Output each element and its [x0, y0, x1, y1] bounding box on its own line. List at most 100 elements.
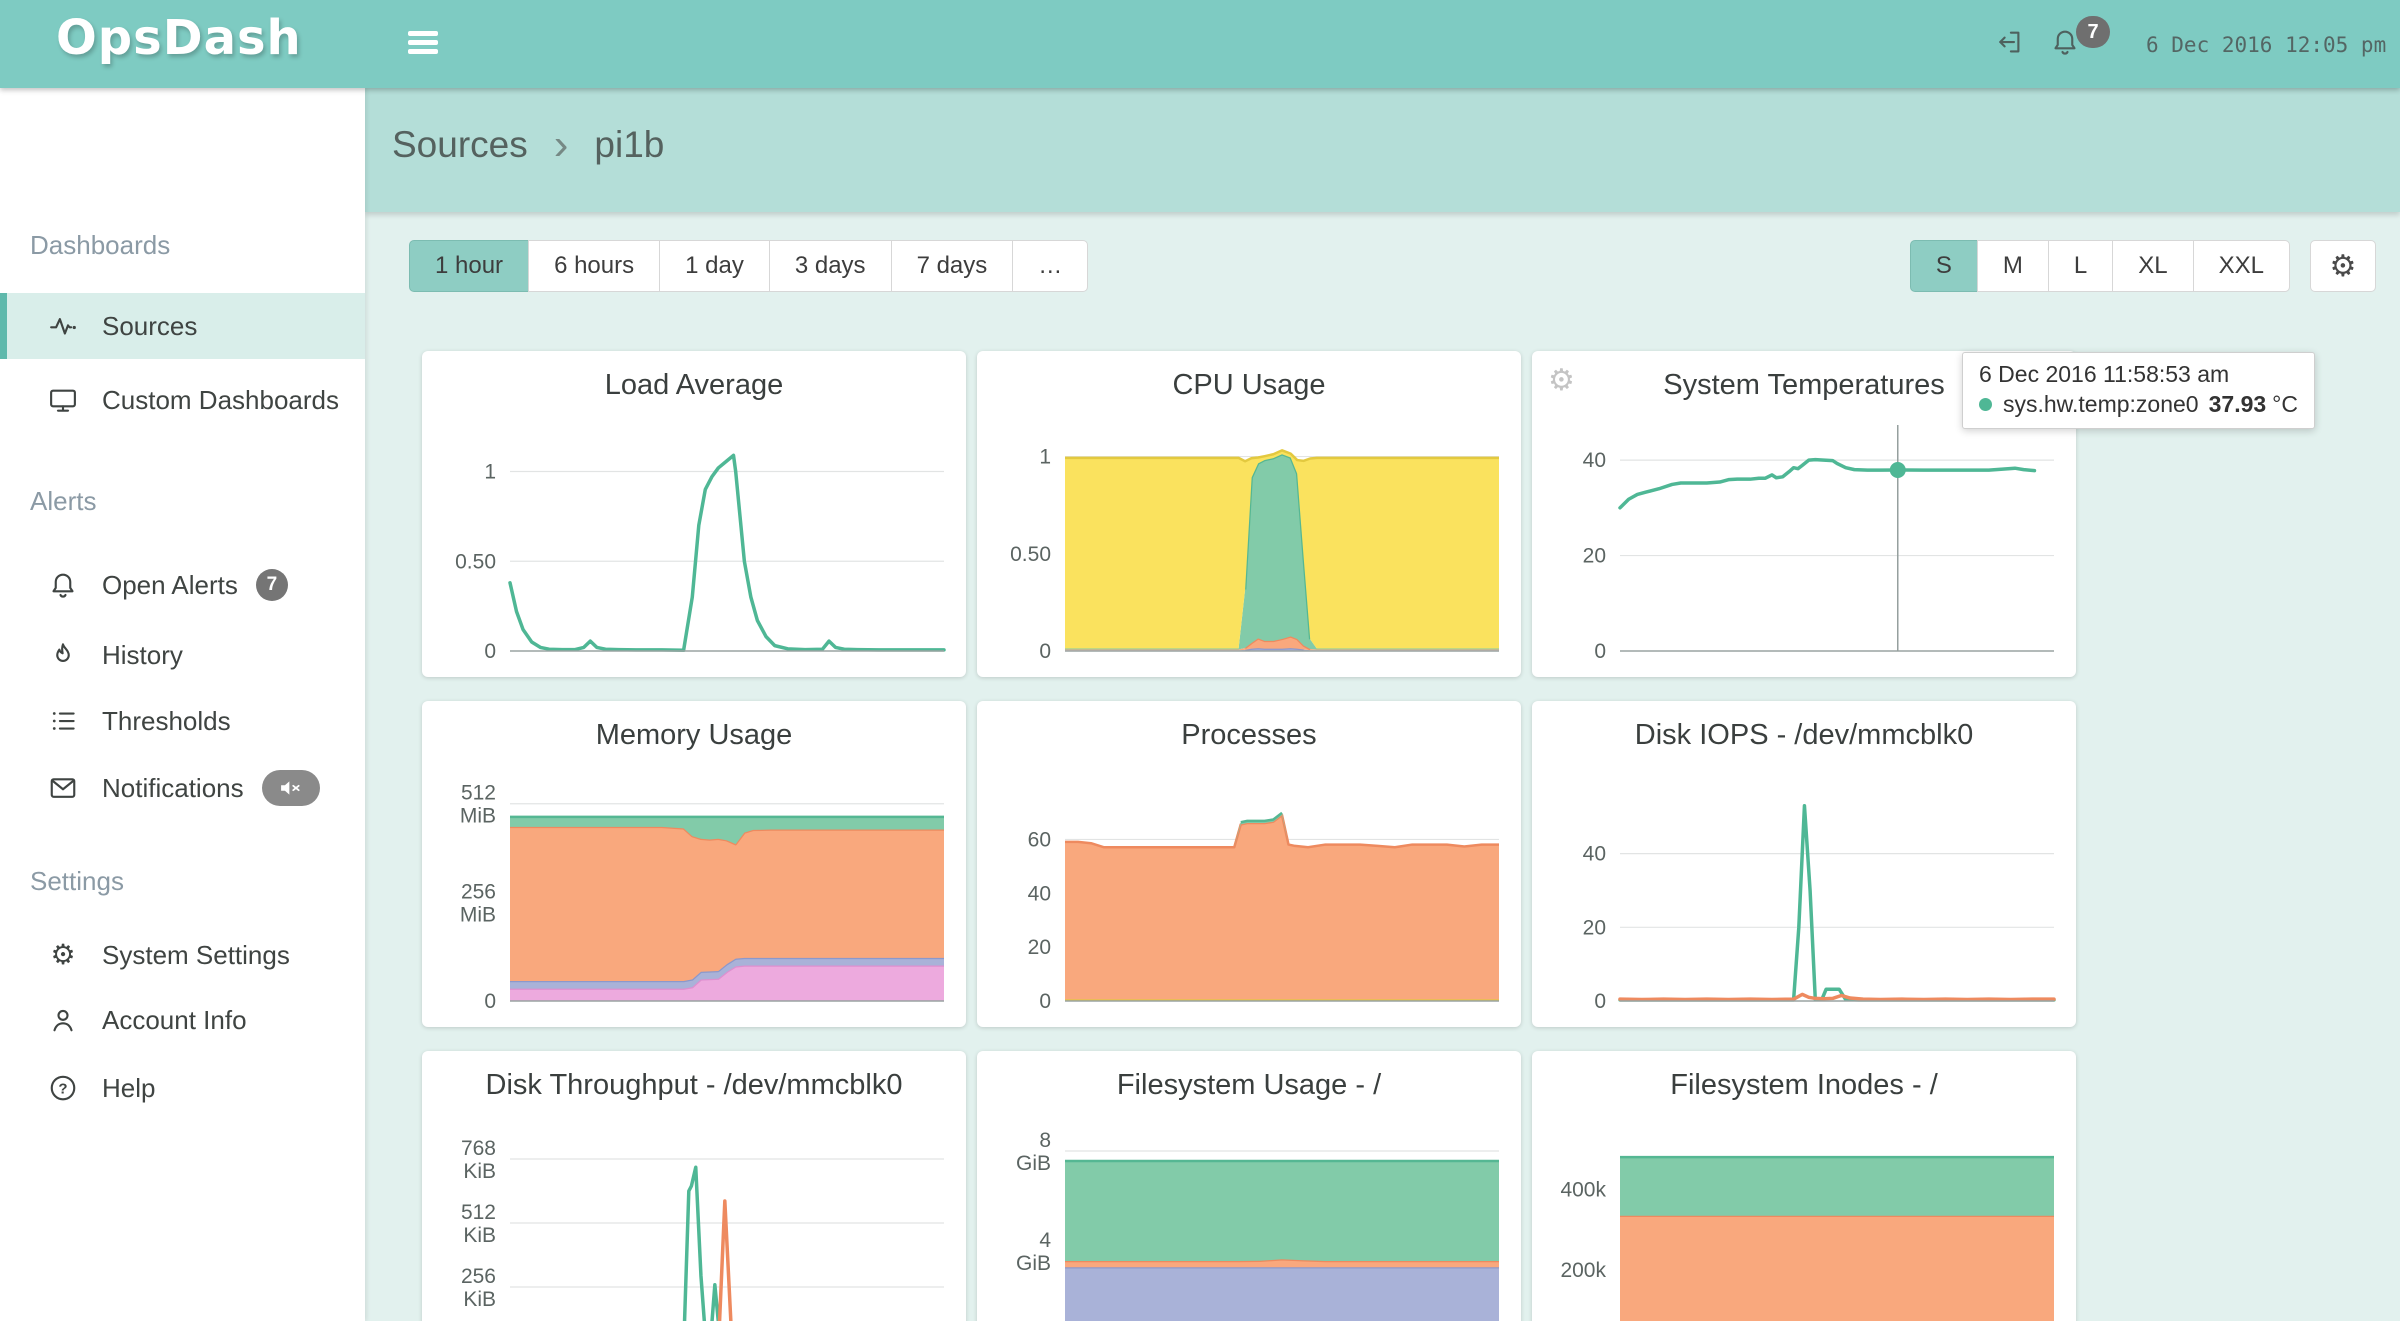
- disk-throughput-chart[interactable]: 768 KiB 512 KiB 256 KiB: [422, 1051, 966, 1321]
- size-xxl-button[interactable]: XXL: [2192, 240, 2290, 292]
- bell-icon: [48, 570, 78, 600]
- chart-tooltip: 6 Dec 2016 11:58:53 am sys.hw.temp:zone0…: [1962, 352, 2315, 429]
- notifications-muted-pill[interactable]: [261, 770, 320, 806]
- breadcrumb-current: pi1b: [594, 124, 665, 165]
- sidebar-item-thresholds[interactable]: Thresholds: [0, 688, 365, 754]
- header-datetime: 6 Dec 2016 12:05 pm: [2146, 33, 2387, 57]
- dashboard-settings-button[interactable]: ⚙: [2310, 240, 2376, 292]
- chart-card-cpu-usage: CPU Usage 1 0.50 0: [977, 351, 1521, 677]
- svg-text:0: 0: [484, 990, 496, 1013]
- envelope-icon: [48, 773, 78, 803]
- help-icon: ?: [48, 1073, 78, 1103]
- sidebar-section-settings: Settings: [30, 866, 124, 896]
- time-range-3-days[interactable]: 3 days: [768, 240, 892, 292]
- sidebar-item-label: Open Alerts: [102, 569, 238, 600]
- alert-count-badge[interactable]: 7: [2076, 16, 2110, 48]
- tooltip-timestamp: 6 Dec 2016 11:58:53 am: [1979, 361, 2230, 387]
- size-l-button[interactable]: L: [2047, 240, 2114, 292]
- breadcrumb: Sources › pi1b: [392, 123, 665, 167]
- top-header: OpsDash 7 6 Dec 2016 12:05 pm: [0, 0, 2400, 88]
- tooltip-value: 37.93: [2208, 391, 2267, 417]
- tooltip-metric: sys.hw.temp:zone0: [2003, 391, 2199, 417]
- processes-chart[interactable]: 60 40 20 0: [977, 701, 1521, 1027]
- disk-iops-chart[interactable]: 40 20 0: [1532, 701, 2076, 1027]
- sidebar-item-account-info[interactable]: Account Info: [0, 987, 365, 1053]
- svg-text:0: 0: [1594, 640, 1606, 663]
- sidebar-item-label: Account Info: [102, 1004, 247, 1035]
- svg-text:0: 0: [1039, 990, 1051, 1013]
- size-group: S M L XL XXL: [1909, 240, 2290, 292]
- sidebar-item-custom-dashboards[interactable]: Custom Dashboards: [0, 367, 365, 433]
- chart-card-disk-iops: Disk IOPS - /dev/mmcblk0 40 20 0: [1532, 701, 2076, 1027]
- list-icon: [48, 706, 78, 736]
- sidebar-item-open-alerts[interactable]: Open Alerts 7: [0, 552, 365, 618]
- memory-usage-chart[interactable]: 512 MiB 256 MiB 0: [422, 701, 966, 1027]
- hamburger-menu-icon[interactable]: [408, 31, 438, 57]
- sidebar-item-label: Notifications: [102, 772, 244, 803]
- sidebar-item-label: Thresholds: [102, 705, 231, 736]
- filesystem-inodes-chart[interactable]: 400k 200k: [1532, 1051, 2076, 1321]
- load-average-chart[interactable]: 1 0.50 0: [422, 351, 966, 677]
- filesystem-usage-chart[interactable]: 8 GiB 4 GiB: [977, 1051, 1521, 1321]
- size-m-button[interactable]: M: [1976, 240, 2049, 292]
- time-range-1-day[interactable]: 1 day: [659, 240, 770, 292]
- svg-text:?: ?: [58, 1081, 67, 1098]
- chart-card-load-average: Load Average 1 0.50 0: [422, 351, 966, 677]
- size-s-button[interactable]: S: [1909, 240, 1978, 292]
- chart-card-processes: Processes 60 40 20 0: [977, 701, 1521, 1027]
- svg-text:0.50: 0.50: [1010, 543, 1051, 566]
- sidebar: Dashboards Sources Custom Dashboards Ale…: [0, 88, 365, 1321]
- sidebar-item-help[interactable]: ? Help: [0, 1055, 365, 1121]
- svg-text:20: 20: [1583, 916, 1606, 939]
- tooltip-metric-row: sys.hw.temp:zone0 37.93 °C: [1979, 391, 2298, 418]
- time-range-6-hours[interactable]: 6 hours: [528, 240, 661, 292]
- chart-title: CPU Usage: [1172, 369, 1326, 401]
- time-range-1-hour[interactable]: 1 hour: [409, 240, 530, 292]
- time-range-7-days[interactable]: 7 days: [890, 240, 1014, 292]
- sidebar-section-alerts: Alerts: [30, 486, 97, 516]
- svg-text:20: 20: [1583, 545, 1606, 568]
- logout-icon[interactable]: [1994, 27, 2024, 62]
- system-temperatures-chart[interactable]: 40 20 0: [1532, 351, 2076, 677]
- chart-title: Disk Throughput - /dev/mmcblk0: [485, 1069, 903, 1101]
- chart-title: Filesystem Inodes - /: [1670, 1069, 1938, 1101]
- svg-text:400k: 400k: [1560, 1178, 1606, 1201]
- cpu-usage-chart[interactable]: 1 0.50 0: [977, 351, 1521, 677]
- chart-card-filesystem-inodes: Filesystem Inodes - / 400k 200k: [1532, 1051, 2076, 1321]
- sidebar-item-sources[interactable]: Sources: [0, 293, 365, 359]
- sidebar-item-label: Custom Dashboards: [102, 384, 339, 415]
- svg-text:1: 1: [1039, 446, 1051, 469]
- gear-icon[interactable]: ⚙: [1548, 364, 1575, 397]
- sidebar-item-system-settings[interactable]: ⚙ System Settings: [0, 922, 365, 988]
- sidebar-item-history[interactable]: History: [0, 622, 365, 688]
- user-icon: [48, 1005, 78, 1035]
- bell-icon[interactable]: [2050, 27, 2080, 62]
- svg-text:200k: 200k: [1560, 1259, 1606, 1282]
- svg-text:40: 40: [1583, 843, 1606, 866]
- gear-icon: ⚙: [50, 939, 76, 970]
- svg-text:1: 1: [484, 461, 496, 484]
- chart-card-memory-usage: Memory Usage 512 MiB 256 MiB 0: [422, 701, 966, 1027]
- monitor-icon: [48, 385, 78, 415]
- svg-text:40: 40: [1583, 449, 1606, 472]
- mute-speaker-icon: [280, 781, 300, 795]
- svg-text:0: 0: [1039, 640, 1051, 663]
- time-range-group: 1 hour 6 hours 1 day 3 days 7 days …: [409, 240, 1089, 292]
- chart-card-filesystem-usage: Filesystem Usage - / 8 GiB 4 GiB: [977, 1051, 1521, 1321]
- sidebar-item-notifications[interactable]: Notifications: [0, 755, 365, 821]
- sidebar-item-label: Sources: [102, 310, 198, 341]
- breadcrumb-sources-link[interactable]: Sources: [392, 124, 528, 165]
- time-range-more[interactable]: …: [1012, 240, 1089, 292]
- svg-text:60: 60: [1028, 828, 1051, 851]
- size-xl-button[interactable]: XL: [2112, 240, 2194, 292]
- tooltip-unit: °C: [2272, 391, 2298, 417]
- app-logo[interactable]: OpsDash: [56, 10, 302, 66]
- svg-text:0: 0: [1594, 990, 1606, 1013]
- chart-card-disk-throughput: Disk Throughput - /dev/mmcblk0 768 KiB 512…: [422, 1051, 966, 1321]
